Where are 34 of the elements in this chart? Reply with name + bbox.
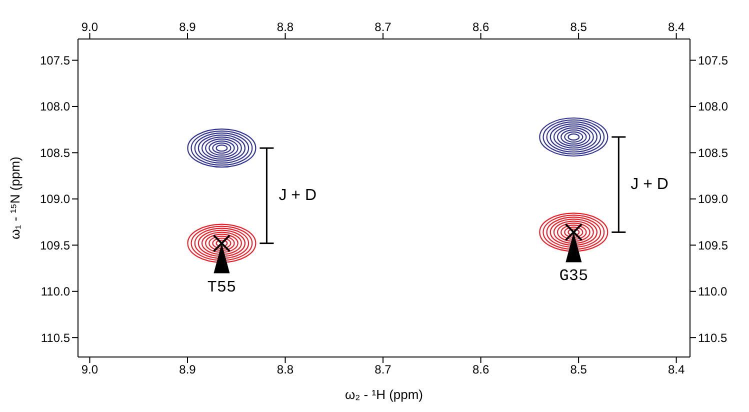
y2-tick-label: 108.0 xyxy=(698,100,728,114)
x2-tick-label: 8.6 xyxy=(472,362,490,377)
x2-tick-label: 9.0 xyxy=(81,362,98,377)
x-tick-label: 8.8 xyxy=(276,20,294,34)
x2-tick-label: 8.5 xyxy=(570,362,588,377)
annotation: T55 xyxy=(207,278,236,296)
y-tick-label: 109.5 xyxy=(40,238,70,252)
annotation: J + D xyxy=(278,187,317,204)
x-tick-label: 8.7 xyxy=(374,20,392,34)
y2-tick-label: 107.5 xyxy=(698,54,728,68)
y-tick-label: 110.5 xyxy=(40,330,70,345)
x-tick-label: 8.9 xyxy=(179,20,196,34)
y-tick-label: 107.5 xyxy=(40,54,70,68)
annotation: J + D xyxy=(630,176,668,194)
x2-tick-label: 8.8 xyxy=(276,362,294,377)
y2-tick-label: 109.5 xyxy=(698,238,728,252)
y-tick-label: 110.0 xyxy=(40,284,70,299)
x-tick-label: 8.4 xyxy=(668,20,685,34)
x-tick-label: 8.6 xyxy=(472,20,490,34)
x2-tick-label: 8.4 xyxy=(668,362,685,377)
x2-tick-label: 8.9 xyxy=(179,362,196,377)
y2-tick-label: 110.0 xyxy=(698,284,728,299)
x2-tick-label: 8.7 xyxy=(374,362,392,377)
y2-tick-label: 108.5 xyxy=(698,146,728,160)
y-axis-title: ω₁ - ¹⁵N (ppm) xyxy=(8,156,23,240)
y2-tick-label: 110.5 xyxy=(698,330,728,345)
y-tick-label: 109.0 xyxy=(40,192,70,206)
x-tick-label: 8.5 xyxy=(570,20,588,34)
y2-tick-label: 109.0 xyxy=(698,192,728,206)
y-tick-label: 108.0 xyxy=(40,100,70,114)
x-axis-title: ω₂ - ¹H (ppm) xyxy=(344,387,424,402)
x-tick-label: 9.0 xyxy=(81,20,98,34)
annotation: G35 xyxy=(559,267,588,286)
y-tick-label: 108.5 xyxy=(40,146,70,160)
